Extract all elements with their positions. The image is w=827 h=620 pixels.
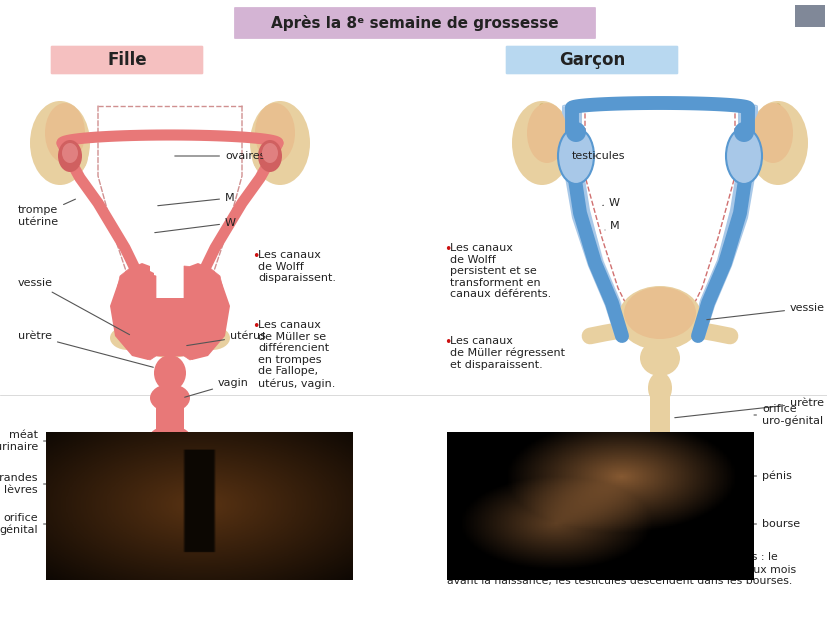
Text: ovaires: ovaires xyxy=(174,151,265,161)
Ellipse shape xyxy=(648,440,672,460)
FancyBboxPatch shape xyxy=(234,7,595,39)
Ellipse shape xyxy=(639,340,679,376)
Text: Différenciation des organes génitaux externes masculins : le
tubercule génital s: Différenciation des organes génitaux ext… xyxy=(447,552,796,587)
Text: vessie: vessie xyxy=(706,303,824,320)
Ellipse shape xyxy=(52,136,88,176)
Text: méat
urinaire: méat urinaire xyxy=(0,430,172,452)
Text: orifice
uro-génital: orifice uro-génital xyxy=(753,404,822,426)
Polygon shape xyxy=(115,263,225,350)
Ellipse shape xyxy=(138,304,202,352)
Polygon shape xyxy=(562,100,757,110)
Ellipse shape xyxy=(648,372,672,404)
Polygon shape xyxy=(691,106,757,340)
Text: Les canaux
de Müller se
différencient
en trompes
de Fallope,
utérus, vagin.: Les canaux de Müller se différencient en… xyxy=(258,320,335,389)
Ellipse shape xyxy=(749,136,785,176)
Ellipse shape xyxy=(733,122,753,142)
Text: trompe
utérine: trompe utérine xyxy=(18,199,75,227)
Ellipse shape xyxy=(255,103,294,163)
Ellipse shape xyxy=(250,101,309,185)
Ellipse shape xyxy=(624,287,696,339)
Ellipse shape xyxy=(557,128,593,184)
Ellipse shape xyxy=(261,143,278,163)
Text: M: M xyxy=(158,193,234,206)
Text: Les canaux
de Müller régressent
et disparaissent.: Les canaux de Müller régressent et dispa… xyxy=(449,336,564,370)
Ellipse shape xyxy=(251,136,288,176)
Text: M: M xyxy=(605,221,619,231)
Text: Après la 8ᵉ semaine de grossesse: Après la 8ᵉ semaine de grossesse xyxy=(271,15,558,31)
Ellipse shape xyxy=(533,136,569,176)
Polygon shape xyxy=(110,270,230,360)
Ellipse shape xyxy=(566,122,586,142)
Ellipse shape xyxy=(131,298,208,358)
Text: Fille: Fille xyxy=(107,51,146,69)
FancyBboxPatch shape xyxy=(505,46,677,74)
Ellipse shape xyxy=(45,103,85,163)
Ellipse shape xyxy=(30,101,90,185)
Text: W: W xyxy=(602,198,619,208)
Text: •: • xyxy=(443,336,451,349)
Ellipse shape xyxy=(110,326,146,350)
Bar xyxy=(155,396,184,436)
Ellipse shape xyxy=(526,103,566,163)
Ellipse shape xyxy=(58,140,82,172)
FancyBboxPatch shape xyxy=(50,46,203,74)
Text: urètre: urètre xyxy=(674,398,823,418)
Ellipse shape xyxy=(511,101,571,185)
Text: grandes
lèvres: grandes lèvres xyxy=(0,473,172,495)
Text: •: • xyxy=(443,243,451,256)
Text: orifice
génital: orifice génital xyxy=(0,513,172,535)
Ellipse shape xyxy=(162,374,178,394)
Text: vagin: vagin xyxy=(184,378,249,397)
Text: utérus: utérus xyxy=(187,331,265,345)
Text: Les canaux
de Wolff
disparaissent.: Les canaux de Wolff disparaissent. xyxy=(258,250,336,283)
Text: Différenciation des organes génitaux externes fémi-
nins : le tubercule génital : Différenciation des organes génitaux ext… xyxy=(45,552,339,575)
Ellipse shape xyxy=(150,426,189,446)
Text: •: • xyxy=(251,320,259,333)
Ellipse shape xyxy=(150,384,189,412)
Ellipse shape xyxy=(194,326,230,350)
Ellipse shape xyxy=(62,143,78,163)
Ellipse shape xyxy=(752,103,792,163)
Bar xyxy=(794,5,824,27)
Text: Les canaux
de Wolff
persistent et se
transforment en
canaux déférents.: Les canaux de Wolff persistent et se tra… xyxy=(449,243,551,299)
Text: bourse: bourse xyxy=(753,519,799,529)
Polygon shape xyxy=(115,266,225,360)
Bar xyxy=(649,386,669,451)
Ellipse shape xyxy=(258,140,282,172)
Text: urètre: urètre xyxy=(18,331,153,367)
Ellipse shape xyxy=(747,101,807,185)
Text: pénis: pénis xyxy=(753,471,791,481)
Text: W: W xyxy=(155,218,236,232)
Ellipse shape xyxy=(617,286,701,350)
Text: •: • xyxy=(251,250,259,263)
Ellipse shape xyxy=(725,128,761,184)
Bar xyxy=(165,384,174,419)
Ellipse shape xyxy=(154,355,186,391)
Polygon shape xyxy=(562,106,627,340)
Text: Garçon: Garçon xyxy=(558,51,624,69)
Text: testicules: testicules xyxy=(571,151,624,161)
Text: vessie: vessie xyxy=(18,278,129,335)
Ellipse shape xyxy=(162,412,178,424)
